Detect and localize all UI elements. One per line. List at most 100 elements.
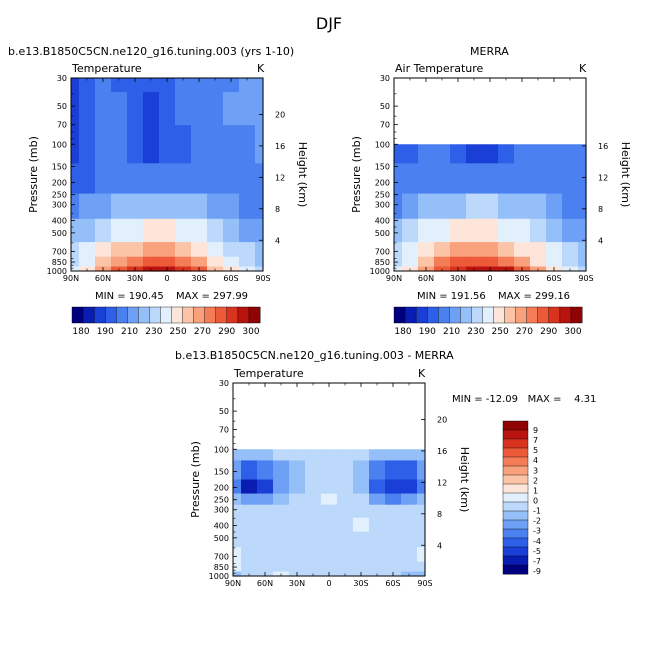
colorbar-label: 290 xyxy=(218,327,235,337)
data-cell xyxy=(233,449,242,462)
data-cell xyxy=(418,144,435,164)
data-cell xyxy=(79,92,96,126)
y-tick-label: 150 xyxy=(52,163,67,172)
data-cell xyxy=(233,547,242,563)
data-cell xyxy=(257,479,274,495)
data-cell xyxy=(514,163,531,195)
y-tick-label: 500 xyxy=(375,229,390,238)
colorbar-label: -5 xyxy=(533,547,541,556)
colorbar-label: 180 xyxy=(394,327,411,337)
data-cell xyxy=(143,218,160,243)
data-cell xyxy=(273,504,290,519)
colorbar-label: 190 xyxy=(97,327,114,337)
data-cell xyxy=(191,193,208,220)
colorbar-swatch xyxy=(215,306,228,324)
y-tick-label: 50 xyxy=(380,102,390,111)
data-cell xyxy=(401,517,418,533)
data-cell xyxy=(255,92,264,126)
y-tick-label: 400 xyxy=(375,217,390,226)
y-tick-label: 1000 xyxy=(47,267,67,276)
data-cell xyxy=(239,256,256,268)
data-cell xyxy=(191,218,208,243)
data-cell xyxy=(353,547,370,563)
x-tick-label: 90N xyxy=(386,274,402,283)
y-tick-label: 850 xyxy=(375,258,390,267)
data-cell xyxy=(79,266,96,272)
data-cell xyxy=(305,493,322,506)
y-tick-label: 700 xyxy=(375,247,390,256)
colorbar-swatch xyxy=(502,537,529,548)
data-cell xyxy=(305,561,322,573)
data-cell xyxy=(289,493,306,506)
y-tick-label: 1000 xyxy=(209,572,229,581)
data-cell xyxy=(223,242,240,258)
x-tick-label: 60S xyxy=(385,579,400,588)
data-cell xyxy=(191,242,208,258)
y-tick-label: 50 xyxy=(219,407,229,416)
data-cell xyxy=(239,193,256,220)
data-cell xyxy=(578,266,587,272)
data-cell xyxy=(191,256,208,268)
data-cell xyxy=(402,163,419,195)
data-cell xyxy=(321,504,338,519)
y-axis-title: Pressure (mb) xyxy=(350,136,363,213)
y-tick-label: 700 xyxy=(214,552,229,561)
data-cell xyxy=(530,144,547,164)
data-cell xyxy=(418,193,435,220)
colorbar-label: 2 xyxy=(533,476,538,485)
data-cell xyxy=(546,163,563,195)
data-cell xyxy=(450,144,467,164)
colorbar-swatch xyxy=(138,306,150,324)
data-cell xyxy=(305,547,322,563)
colorbar-label: 300 xyxy=(242,327,259,337)
data-cell xyxy=(127,125,144,164)
model-panel-title: b.e13.B1850C5CN.ne120_g16.tuning.003 (yr… xyxy=(8,45,295,58)
data-cell xyxy=(402,256,419,268)
data-cell xyxy=(289,479,306,495)
data-cell xyxy=(466,242,483,258)
data-cell xyxy=(207,218,224,243)
data-cell xyxy=(482,242,499,258)
data-cell xyxy=(191,92,208,126)
colorbar-swatch xyxy=(71,306,84,324)
data-cell xyxy=(175,218,192,243)
data-cell xyxy=(305,479,322,495)
data-cell xyxy=(255,242,264,258)
data-cell xyxy=(369,479,386,495)
data-cell xyxy=(401,561,418,573)
data-cell xyxy=(159,163,176,195)
data-cell xyxy=(273,561,290,573)
data-cell xyxy=(207,78,224,93)
data-cell xyxy=(159,92,176,126)
data-cell xyxy=(175,78,192,93)
data-cell xyxy=(578,218,587,243)
data-cell xyxy=(289,531,306,548)
data-cell xyxy=(394,218,403,243)
data-cell xyxy=(71,266,80,272)
data-cell xyxy=(417,493,426,506)
data-cell xyxy=(418,163,435,195)
data-cell xyxy=(401,479,418,495)
data-cell xyxy=(337,561,354,573)
colorbar-swatch xyxy=(502,519,529,530)
x-tick-label: 30N xyxy=(450,274,466,283)
data-cell xyxy=(95,242,112,258)
data-cell xyxy=(241,517,258,533)
data-cell xyxy=(450,256,467,268)
data-cell xyxy=(223,92,240,126)
data-cell xyxy=(127,193,144,220)
data-cell xyxy=(71,163,80,195)
data-cell xyxy=(255,218,264,243)
data-cell xyxy=(402,144,419,164)
data-cell xyxy=(233,531,242,548)
data-cell xyxy=(127,163,144,195)
data-cell xyxy=(207,163,224,195)
data-cell xyxy=(546,144,563,164)
data-cell xyxy=(207,242,224,258)
data-cell xyxy=(239,218,256,243)
data-cell xyxy=(530,193,547,220)
data-cell xyxy=(305,460,322,481)
colorbar-label: 210 xyxy=(443,327,460,337)
diff-variable-label: Temperature xyxy=(234,367,304,380)
